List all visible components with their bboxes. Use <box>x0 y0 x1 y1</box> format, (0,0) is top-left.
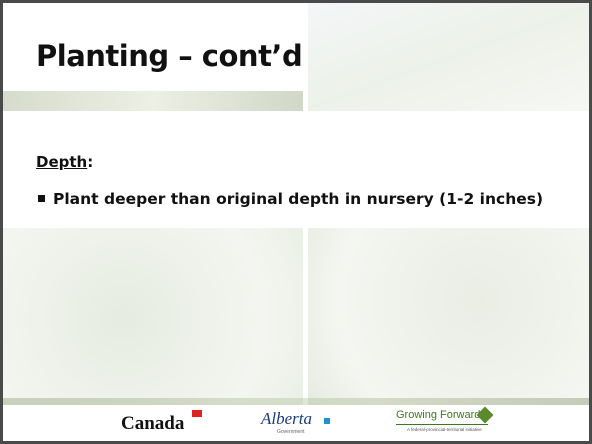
background-photo <box>308 228 592 408</box>
heading-text: Depth <box>36 153 87 171</box>
heading-colon: : <box>87 153 93 171</box>
alberta-subtitle: Government <box>277 429 305 435</box>
slide: Planting – cont’d Depth: Plant deeper th… <box>0 0 592 444</box>
canada-flag <box>192 410 202 417</box>
background-photo <box>308 3 592 111</box>
alberta-mark <box>324 418 330 424</box>
background-photo <box>3 91 303 111</box>
growing-forward-logo: Growing Forward <box>396 409 480 421</box>
background-photo <box>3 228 303 408</box>
section-heading: Depth: <box>36 153 93 171</box>
bullet-list: Plant deeper than original depth in nurs… <box>36 189 581 209</box>
growing-forward-subtitle: A federal-provincial-territorial initiat… <box>407 427 482 432</box>
alberta-logo: Alberta <box>261 409 312 429</box>
growing-forward-rule <box>396 424 488 425</box>
slide-title: Planting – cont’d <box>36 39 302 73</box>
canada-logo: Canada <box>121 413 184 435</box>
footer: Canada Alberta Government Growing Forwar… <box>3 405 589 441</box>
bullet: Plant deeper than original depth in nurs… <box>36 189 581 209</box>
